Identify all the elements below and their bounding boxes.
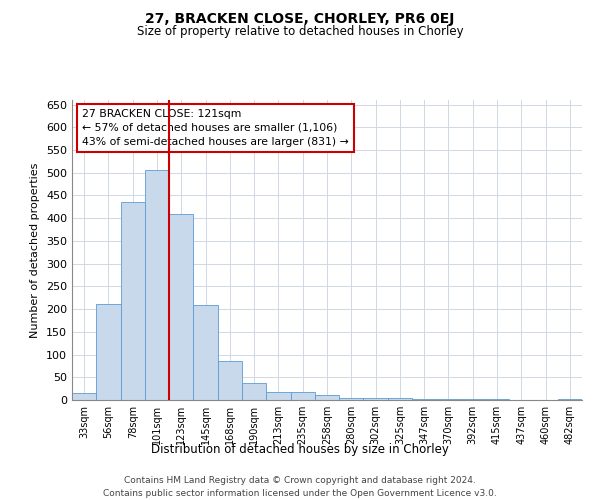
Bar [218, 362, 242, 400]
Bar [388, 398, 412, 400]
Y-axis label: Number of detached properties: Number of detached properties [31, 162, 40, 338]
Text: 27, BRACKEN CLOSE, CHORLEY, PR6 0EJ: 27, BRACKEN CLOSE, CHORLEY, PR6 0EJ [145, 12, 455, 26]
Bar [193, 306, 218, 400]
Bar [339, 398, 364, 400]
Bar [266, 392, 290, 400]
Bar [145, 170, 169, 400]
Bar [461, 398, 485, 400]
Bar [72, 393, 96, 400]
Bar [412, 398, 436, 400]
Bar [315, 396, 339, 400]
Bar [485, 398, 509, 400]
Bar [121, 202, 145, 400]
Bar [242, 382, 266, 400]
Text: 27 BRACKEN CLOSE: 121sqm
← 57% of detached houses are smaller (1,106)
43% of sem: 27 BRACKEN CLOSE: 121sqm ← 57% of detach… [82, 109, 349, 147]
Bar [558, 398, 582, 400]
Text: Contains HM Land Registry data © Crown copyright and database right 2024.
Contai: Contains HM Land Registry data © Crown c… [103, 476, 497, 498]
Text: Distribution of detached houses by size in Chorley: Distribution of detached houses by size … [151, 442, 449, 456]
Bar [364, 398, 388, 400]
Bar [96, 304, 121, 400]
Bar [169, 214, 193, 400]
Bar [436, 398, 461, 400]
Bar [290, 392, 315, 400]
Text: Size of property relative to detached houses in Chorley: Size of property relative to detached ho… [137, 25, 463, 38]
